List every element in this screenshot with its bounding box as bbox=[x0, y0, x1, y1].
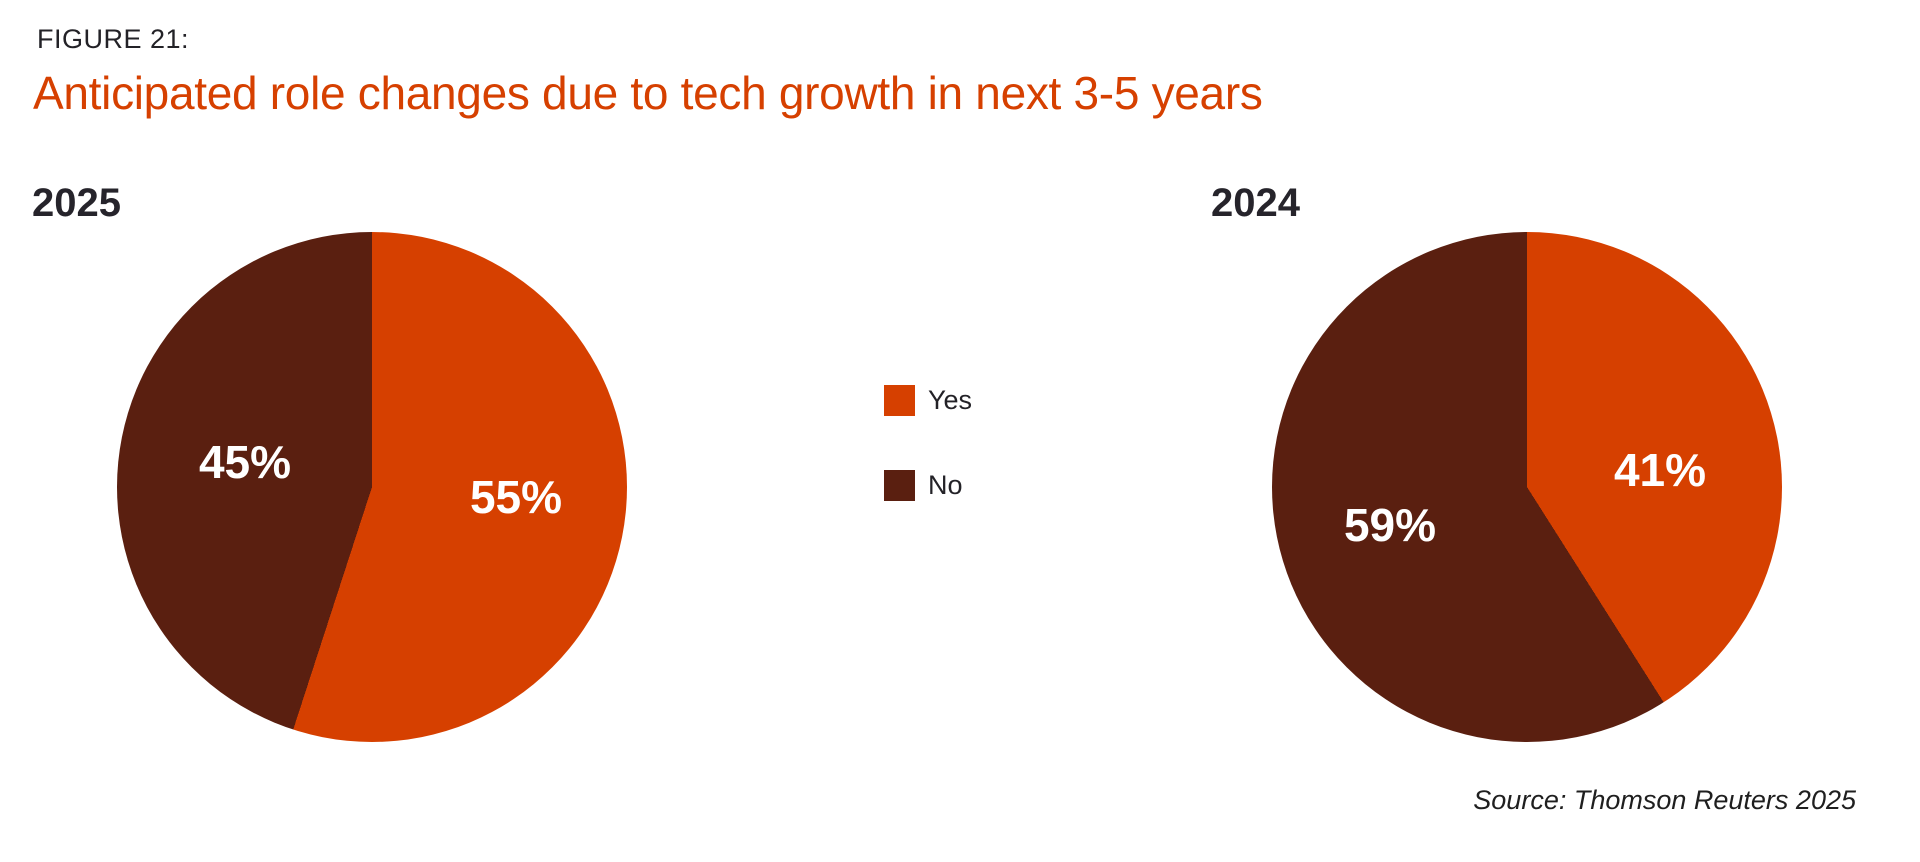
pie-2024-yes-slice-label: 41% bbox=[1613, 444, 1707, 496]
legend-item-yes: Yes bbox=[884, 385, 972, 416]
pie-2025-year-label: 2025 bbox=[32, 181, 121, 225]
legend-yes-swatch bbox=[884, 385, 915, 416]
chart-title: Anticipated role changes due to tech gro… bbox=[33, 67, 1263, 119]
pie-chart-2024 bbox=[1272, 232, 1782, 742]
source-attribution: Source: Thomson Reuters 2025 bbox=[1473, 785, 1856, 815]
pie-2025-yes-slice-label: 55% bbox=[469, 471, 563, 523]
pie-2025-no-slice-label: 45% bbox=[198, 436, 292, 488]
pie-chart-2025 bbox=[117, 232, 627, 742]
legend-yes-label: Yes bbox=[928, 385, 973, 415]
pie-2024-no-slice-label: 59% bbox=[1343, 499, 1437, 551]
pie-2024-year-label: 2024 bbox=[1211, 181, 1300, 225]
figure-number-label: FIGURE 21: bbox=[37, 24, 190, 54]
legend-no-swatch bbox=[884, 470, 915, 501]
legend-item-no: No bbox=[884, 470, 963, 501]
legend-no-label: No bbox=[928, 470, 963, 500]
